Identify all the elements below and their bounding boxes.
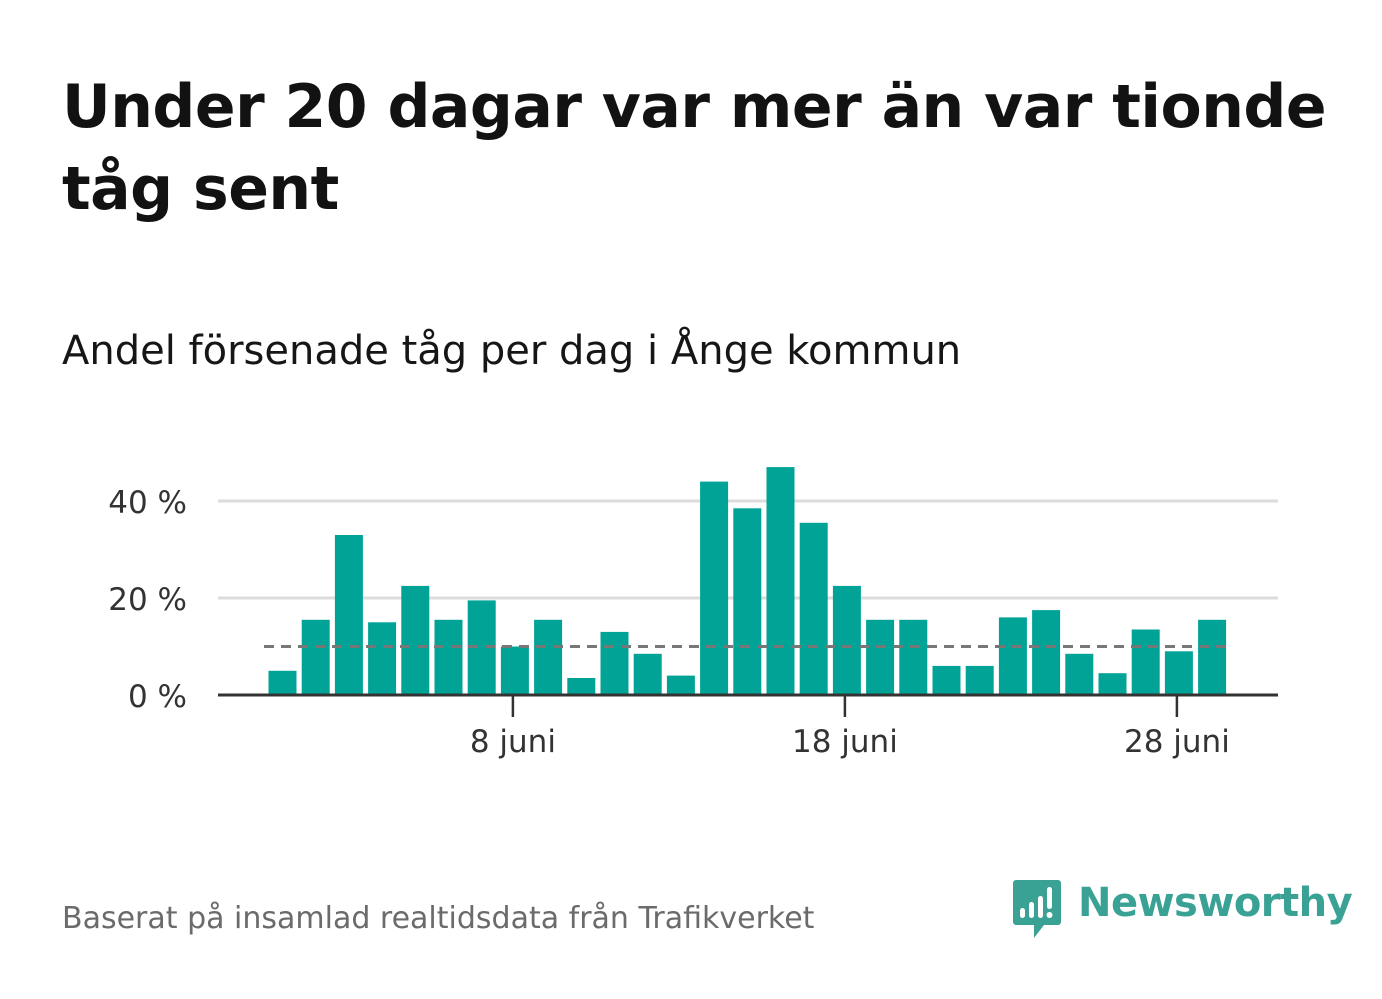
bar (1098, 673, 1127, 695)
bar (633, 653, 662, 695)
bar (998, 617, 1027, 695)
bars (268, 467, 1227, 696)
brand-logo: Newsworthy (1012, 878, 1353, 940)
bar (1032, 610, 1061, 695)
bar-chart: 0 % 20 % 40 % 8 juni 18 juni 28 juni (108, 467, 1278, 760)
newsworthy-logo-icon (1013, 880, 1061, 938)
bar (932, 665, 961, 695)
bar (799, 522, 828, 695)
bar (268, 670, 297, 696)
y-tick-label: 20 % (108, 582, 187, 618)
bar (401, 585, 430, 695)
x-tick-label: 8 juni (470, 724, 556, 760)
source-note: Baserat på insamlad realtidsdata från Tr… (62, 901, 815, 936)
bar (666, 675, 695, 695)
y-tick-label: 0 % (128, 679, 187, 715)
bar (500, 646, 529, 695)
bar (1131, 629, 1160, 695)
y-axis-labels: 0 % 20 % 40 % (108, 485, 187, 715)
x-axis-labels: 8 juni 18 juni 28 juni (470, 724, 1230, 760)
x-tick-label: 28 juni (1124, 724, 1230, 760)
bar (832, 585, 861, 695)
chart-subtitle: Andel försenade tåg per dag i Ånge kommu… (62, 328, 962, 374)
bar (334, 535, 363, 695)
bar (434, 619, 463, 695)
x-axis (218, 693, 1278, 717)
bar (368, 622, 397, 696)
bar (1198, 619, 1227, 695)
bar (301, 619, 330, 695)
bar (534, 619, 563, 695)
bar (1164, 651, 1193, 695)
y-tick-label: 40 % (108, 485, 187, 521)
bar (1065, 653, 1094, 695)
bar (899, 619, 928, 695)
bar (600, 631, 629, 695)
bar (733, 508, 762, 695)
x-tick-label: 18 juni (792, 724, 898, 760)
brand-name: Newsworthy (1078, 880, 1353, 926)
bar (567, 678, 596, 695)
bar (866, 619, 895, 695)
bar (700, 481, 729, 695)
bar (766, 467, 795, 695)
bar (965, 665, 994, 695)
chart-title: Under 20 dagar var mer än var tionde tåg… (62, 72, 1327, 224)
